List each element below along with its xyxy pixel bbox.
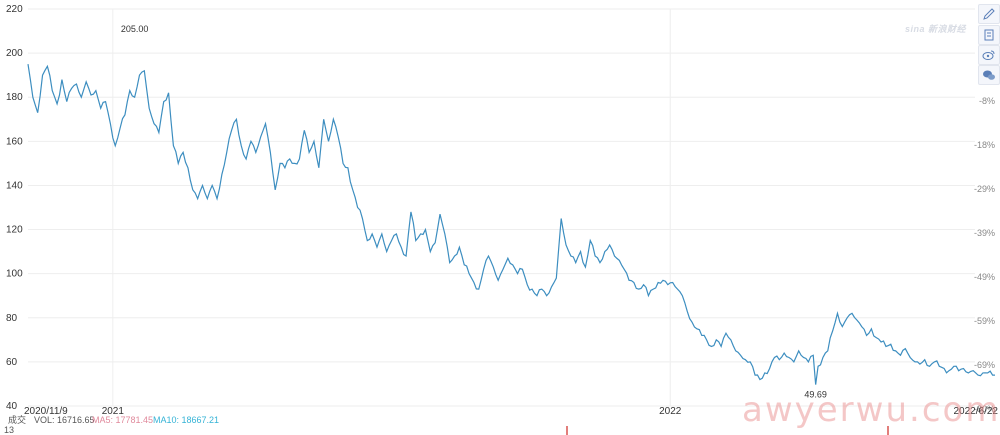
volume-label-prefix: 成交 [8, 414, 26, 425]
notes-icon [984, 29, 994, 41]
y-axis-ticks: 220 200 180 160 140 120 100 80 60 40 [6, 4, 23, 412]
y-tick-label: 100 [6, 269, 23, 280]
y-tick-label: 120 [6, 225, 23, 236]
y-tick-label: 220 [6, 4, 23, 15]
notes-tool-button[interactable] [978, 25, 1000, 45]
percent-tick-label: -80% [974, 404, 995, 414]
volume-axis-value: 13 [4, 425, 14, 435]
x-tick-label: 2022 [659, 406, 682, 417]
y-tick-label: 180 [6, 92, 23, 103]
pencil-icon [983, 8, 995, 20]
y-tick-label: 60 [6, 357, 18, 368]
percent-tick-label: -29% [974, 184, 995, 194]
x-tick-label: 2021 [102, 406, 125, 417]
site-watermark: awyerwu.com [742, 390, 1000, 430]
wechat-icon [983, 70, 995, 80]
percent-tick-label: -18% [974, 140, 995, 150]
sina-finance-watermark: sina 新浪财经 [905, 24, 967, 34]
y-tick-label: 160 [6, 136, 23, 147]
volume-markers [566, 426, 889, 435]
volume-ma10-label: MA10: 18667.21 [153, 415, 219, 425]
y-tick-label: 140 [6, 180, 23, 191]
grid-lines [28, 8, 975, 407]
percent-tick-label: -8% [979, 96, 995, 106]
x-tick-label: 2020/11/9 [24, 406, 68, 417]
pencil-tool-button[interactable] [978, 4, 1000, 24]
price-series-line [27, 64, 995, 385]
percent-tick-label: -69% [974, 360, 995, 370]
y-tick-label: 200 [6, 48, 23, 59]
percent-tick-label: -39% [974, 228, 995, 238]
annotations: 205.00 49.69 [121, 24, 827, 400]
percent-tick-label: -49% [974, 272, 995, 282]
x-axis-ticks: 2020/11/9 2021 2022 2022/6/22 [24, 406, 998, 417]
percent-axis-ticks: -8% -18% -29% -39% -49% -59% -69% -80% [974, 96, 995, 414]
y-tick-label: 40 [6, 401, 18, 412]
x-tick-label: 2022/6/22 [954, 406, 999, 417]
weibo-icon [982, 50, 995, 60]
annotation-label: 49.69 [804, 390, 827, 400]
percent-tick-label: -59% [974, 316, 995, 326]
wechat-share-button[interactable] [978, 65, 1000, 85]
annotation-label: 205.00 [121, 24, 149, 34]
volume-vol-label: VOL: 16716.65 [34, 415, 95, 425]
volume-ma5-label: MA5: 17781.45 [92, 415, 153, 425]
y-tick-label: 80 [6, 313, 18, 324]
weibo-share-button[interactable] [978, 45, 1000, 65]
